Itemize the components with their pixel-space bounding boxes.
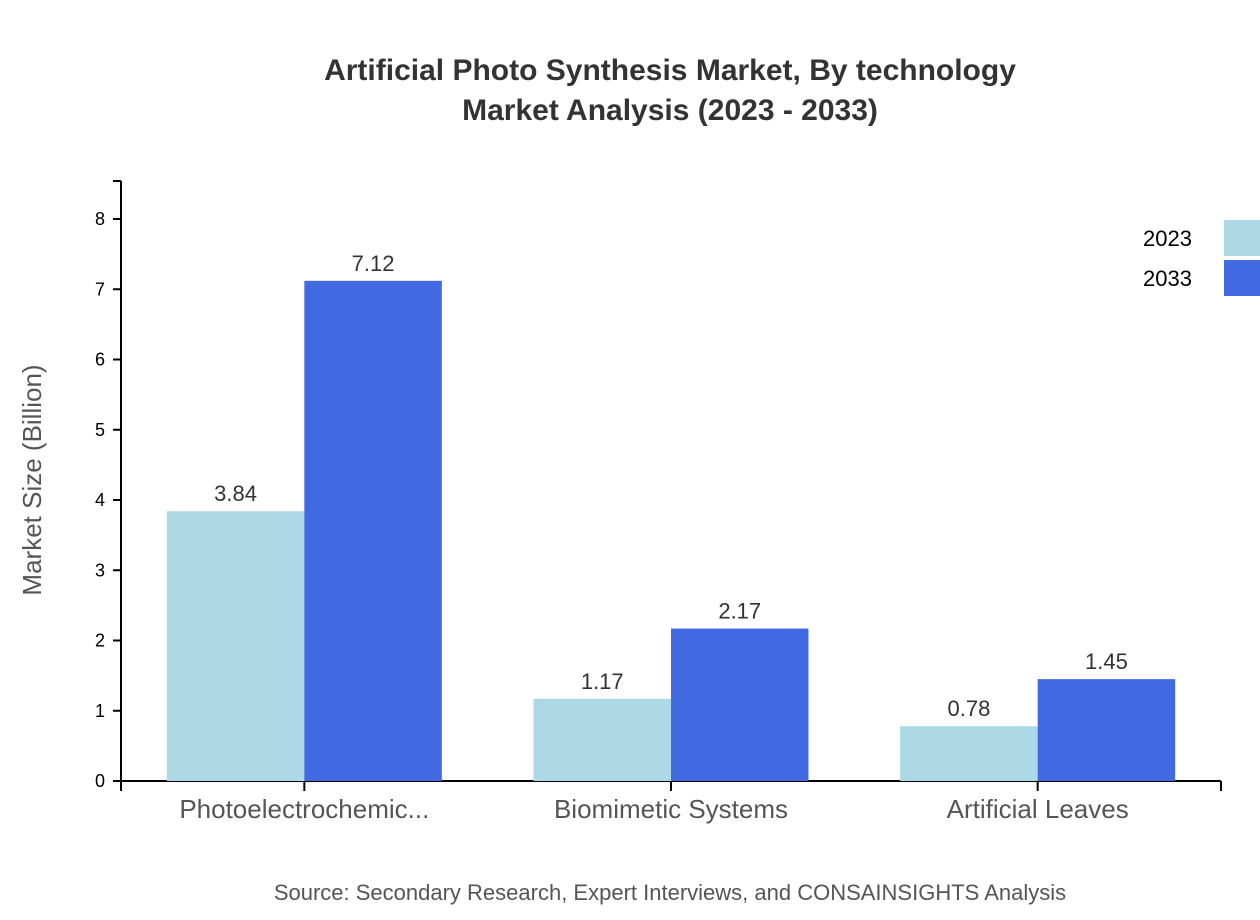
y-tick-label: 6 bbox=[95, 350, 105, 370]
chart-subtitle: Market Analysis (2023 - 2033) bbox=[462, 94, 878, 127]
bar-2033 bbox=[1037, 679, 1176, 781]
legend-swatch bbox=[1224, 220, 1260, 256]
y-tick-label: 5 bbox=[95, 420, 105, 440]
data-label: 1.45 bbox=[1085, 649, 1128, 674]
y-axis-label: Market Size (Billion) bbox=[17, 364, 47, 595]
legend-swatch bbox=[1224, 260, 1260, 296]
chart-title: Artificial Photo Synthesis Market, By te… bbox=[324, 54, 1016, 87]
legend-label: 2033 bbox=[1143, 266, 1192, 291]
bar-2023 bbox=[166, 511, 305, 781]
bar-2023 bbox=[900, 726, 1038, 781]
data-label: 1.17 bbox=[581, 669, 624, 694]
source-note: Source: Secondary Research, Expert Inter… bbox=[274, 880, 1066, 905]
x-tick-label: Photoelectrochemic... bbox=[179, 794, 429, 824]
legend-label: 2023 bbox=[1143, 226, 1192, 251]
y-tick-label: 8 bbox=[95, 209, 105, 229]
y-tick-label: 0 bbox=[95, 771, 105, 791]
y-tick-label: 2 bbox=[95, 631, 105, 651]
y-tick-label: 4 bbox=[95, 490, 105, 510]
bar-2023 bbox=[533, 698, 671, 781]
data-label: 7.12 bbox=[352, 251, 395, 276]
data-label: 0.78 bbox=[948, 696, 991, 721]
bar-2033 bbox=[671, 628, 809, 781]
bar-2033 bbox=[304, 280, 442, 781]
y-tick-label: 3 bbox=[95, 560, 105, 580]
x-tick-label: Artificial Leaves bbox=[947, 794, 1129, 824]
x-tick-label: Biomimetic Systems bbox=[554, 794, 788, 824]
data-label: 3.84 bbox=[214, 481, 257, 506]
y-tick-label: 1 bbox=[95, 701, 105, 721]
data-label: 2.17 bbox=[718, 599, 761, 624]
y-tick-label: 7 bbox=[95, 279, 105, 299]
